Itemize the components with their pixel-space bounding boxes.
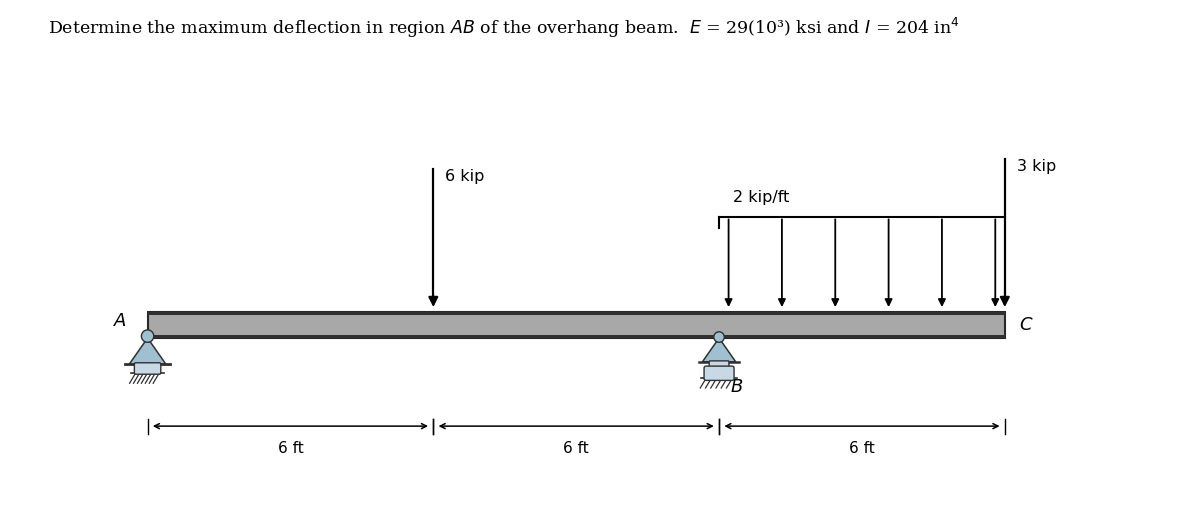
Text: 3 kip: 3 kip bbox=[1016, 160, 1056, 175]
Bar bbox=[148, 312, 1004, 315]
Polygon shape bbox=[130, 338, 166, 364]
Text: B: B bbox=[731, 379, 743, 397]
Text: 6 ft: 6 ft bbox=[850, 441, 875, 456]
FancyBboxPatch shape bbox=[704, 366, 734, 381]
Text: 6 ft: 6 ft bbox=[563, 441, 589, 456]
Text: 6 ft: 6 ft bbox=[277, 441, 304, 456]
Text: 6 kip: 6 kip bbox=[445, 169, 485, 184]
Text: Determine the maximum deflection in region $\mathit{AB}$ of the overhang beam.  : Determine the maximum deflection in regi… bbox=[48, 15, 960, 40]
Text: C: C bbox=[1019, 316, 1032, 334]
Bar bbox=[148, 312, 1004, 338]
FancyBboxPatch shape bbox=[134, 363, 161, 374]
FancyBboxPatch shape bbox=[709, 361, 728, 369]
Text: A: A bbox=[114, 312, 126, 330]
Circle shape bbox=[142, 330, 154, 342]
Circle shape bbox=[714, 332, 725, 342]
Text: 2 kip/ft: 2 kip/ft bbox=[733, 190, 790, 204]
Bar bbox=[148, 335, 1004, 338]
Polygon shape bbox=[702, 338, 736, 362]
